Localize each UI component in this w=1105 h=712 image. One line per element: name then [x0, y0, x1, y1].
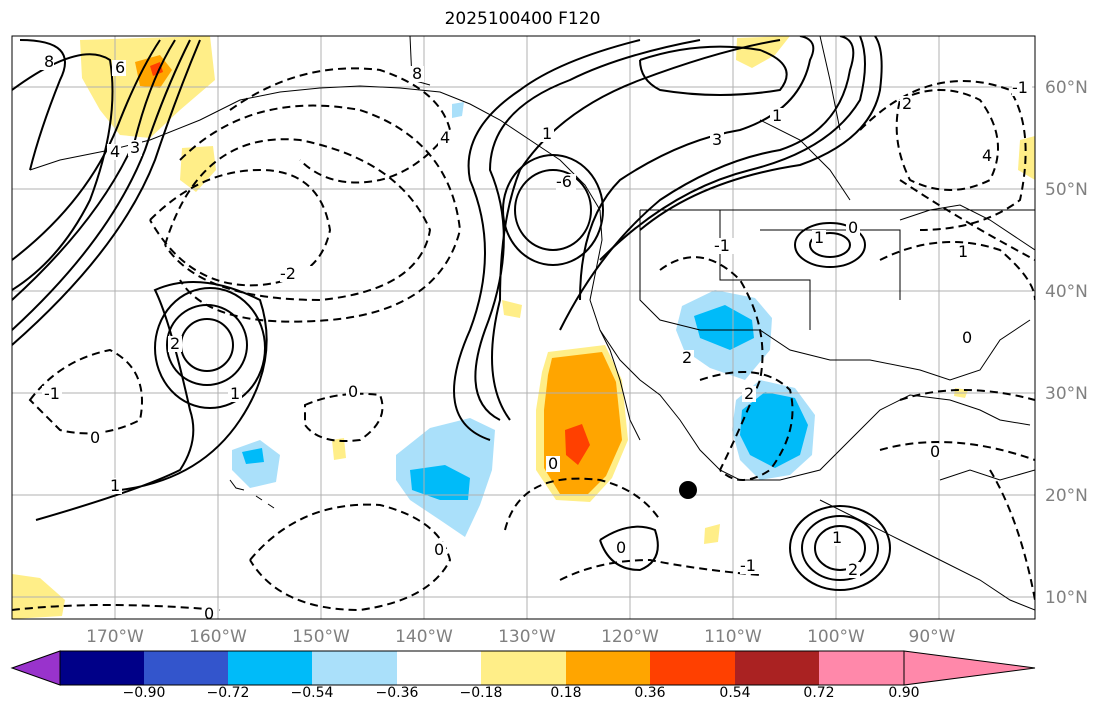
colorbar-segment: [819, 651, 904, 685]
contour-label: 8: [44, 52, 54, 71]
latitude-labels: 60°N 50°N 40°N 30°N 20°N 10°N: [1045, 78, 1088, 608]
colorbar-tick-label: 0.72: [803, 685, 834, 701]
colorbar-tick-label: −0.90: [123, 685, 166, 701]
contour-label: 0: [548, 454, 558, 473]
contour-label: 1: [230, 384, 240, 403]
positive-anomaly-patch: [704, 524, 720, 544]
strong-positive-anomaly-patch: [544, 352, 622, 494]
contour-label: 1: [832, 528, 842, 547]
lon-label: 140°W: [395, 627, 453, 647]
contour-label: 0: [962, 328, 972, 347]
contour-labels: 8 6 4 3 2 1 0 -1 -2 -6 8 4 3 -1 1 0 2 0 …: [40, 52, 1032, 623]
contour-label: 6: [115, 58, 125, 77]
colorbar: −0.90 −0.72 −0.54 −0.36 −0.18 0.18 0.36 …: [10, 650, 1036, 701]
contour-label: -2: [280, 264, 296, 283]
map-title: 2025100400 F120: [444, 9, 601, 29]
contour-label: -1: [740, 556, 756, 575]
contour-label: 0: [616, 538, 626, 557]
gridlines: [12, 36, 1035, 619]
negative-anomaly-patch: [452, 102, 464, 118]
colorbar-frame: [59, 650, 905, 686]
contour-label: 3: [712, 130, 722, 149]
contour-label: 0: [204, 604, 214, 623]
contour-label: 0: [434, 540, 444, 559]
lon-label: 120°W: [601, 627, 659, 647]
colorbar-tick-label: 0.36: [634, 685, 665, 701]
contour-label: 2: [902, 94, 912, 113]
strong-negative-anomaly-patch: [410, 465, 470, 500]
colorbar-extend-min: [10, 650, 61, 686]
lat-label: 40°N: [1045, 282, 1088, 302]
colorbar-tick-label: −0.36: [376, 685, 419, 701]
colorbar-segment: [481, 651, 566, 685]
lon-label: 90°W: [909, 627, 956, 647]
extreme-positive-anomaly-patch: [150, 62, 163, 76]
contour-label: 0: [930, 442, 940, 461]
lat-label: 60°N: [1045, 78, 1088, 98]
contour-label: 1: [110, 476, 120, 495]
colorbar-tick-label: −0.72: [207, 685, 250, 701]
strong-negative-anomaly-patch: [694, 305, 754, 350]
contour-label: 0: [348, 382, 358, 401]
contour-label: 4: [982, 146, 992, 165]
positive-contours: [12, 36, 891, 591]
contour-label: 2: [170, 334, 180, 353]
colorbar-tick-label: −0.54: [291, 685, 334, 701]
strong-negative-anomaly-patch: [242, 448, 264, 464]
lat-label: 10°N: [1045, 588, 1088, 608]
lon-label: 150°W: [292, 627, 350, 647]
colorbar-tick-label: 0.18: [550, 685, 581, 701]
lon-label: 160°W: [189, 627, 247, 647]
lat-label: 20°N: [1045, 486, 1088, 506]
contour-label: -1: [44, 384, 60, 403]
contour-label: 4: [440, 128, 450, 147]
colorbar-segment: [312, 651, 397, 685]
contour-label: 0: [90, 428, 100, 447]
negative-contours: [12, 67, 1035, 612]
lon-label: 170°W: [86, 627, 144, 647]
longitude-labels: 170°W 160°W 150°W 140°W 130°W 120°W 110°…: [86, 627, 956, 647]
contour-label: 2: [848, 560, 858, 579]
lon-label: 110°W: [704, 627, 762, 647]
contour-label: 0: [848, 218, 858, 237]
extreme-positive-anomaly-patch: [565, 424, 590, 465]
contour-label: 8: [412, 64, 422, 83]
contour-label: -1: [1012, 78, 1028, 97]
strong-negative-anomaly-patch: [740, 392, 808, 468]
colorbar-segment: [650, 651, 735, 685]
colorbar-segment: [397, 651, 481, 685]
contour-label: 3: [130, 138, 140, 157]
contour-label: 1: [772, 106, 782, 125]
contour-label: -6: [556, 172, 572, 191]
colorbar-tick-label: 0.90: [888, 685, 919, 701]
colorbar-segment: [228, 651, 312, 685]
colorbar-extend-max: [903, 650, 1036, 686]
colorbar-segment: [60, 651, 144, 685]
positive-anomaly-patch: [502, 300, 522, 318]
colorbar-tick-label: −0.18: [460, 685, 503, 701]
contour-label: 2: [682, 348, 692, 367]
contour-label: 2: [744, 384, 754, 403]
lat-label: 30°N: [1045, 384, 1088, 404]
contour-label: 1: [958, 242, 968, 261]
lon-label: 130°W: [498, 627, 556, 647]
colorbar-segment: [144, 651, 228, 685]
contour-label: 4: [110, 142, 120, 161]
map-frame: [11, 35, 1036, 620]
colorbar-segment: [735, 651, 819, 685]
contour-label: -1: [714, 236, 730, 255]
colorbar-tick-label: 0.54: [719, 685, 750, 701]
lat-label: 50°N: [1045, 180, 1088, 200]
contour-label: 1: [542, 124, 552, 143]
positive-anomaly-patch: [180, 146, 216, 192]
positive-anomaly-patch: [332, 438, 346, 460]
contour-label: 1: [814, 228, 824, 247]
colorbar-segment: [566, 651, 650, 685]
storm-marker-dot: [679, 481, 697, 499]
lon-label: 100°W: [807, 627, 865, 647]
